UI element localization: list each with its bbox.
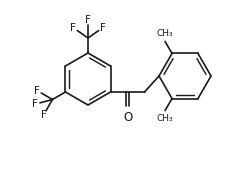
Text: CH₃: CH₃ — [157, 29, 173, 38]
Text: O: O — [123, 111, 132, 124]
Text: F: F — [85, 15, 91, 25]
Text: F: F — [34, 85, 40, 96]
Text: F: F — [41, 110, 46, 120]
Text: CH₃: CH₃ — [157, 114, 173, 123]
Text: F: F — [32, 99, 38, 109]
Text: F: F — [100, 23, 106, 33]
Text: F: F — [70, 23, 76, 33]
